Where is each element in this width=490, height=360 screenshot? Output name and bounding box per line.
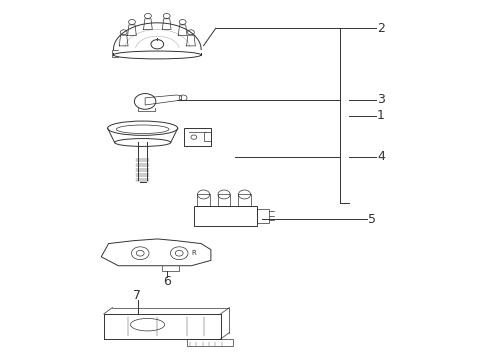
Bar [194, 206, 257, 226]
Text: 2: 2 [377, 22, 385, 35]
Text: R: R [192, 250, 196, 256]
Bar [257, 208, 270, 223]
Text: 7: 7 [133, 289, 141, 302]
Text: 6: 6 [163, 275, 171, 288]
Bar [184, 128, 211, 146]
Bar [197, 194, 210, 206]
Bar [187, 339, 233, 346]
Bar [218, 194, 230, 206]
Text: 5: 5 [368, 213, 376, 226]
Text: 1: 1 [377, 109, 385, 122]
Text: 3: 3 [377, 93, 385, 106]
Bar [203, 132, 211, 141]
Text: 4: 4 [377, 150, 385, 163]
Bar [239, 194, 250, 206]
